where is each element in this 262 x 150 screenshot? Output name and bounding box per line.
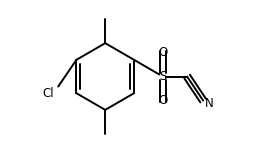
Text: N: N <box>205 97 214 110</box>
Text: Cl: Cl <box>42 87 54 100</box>
Text: O: O <box>158 94 167 107</box>
Text: O: O <box>158 46 167 59</box>
Text: S: S <box>159 70 167 83</box>
